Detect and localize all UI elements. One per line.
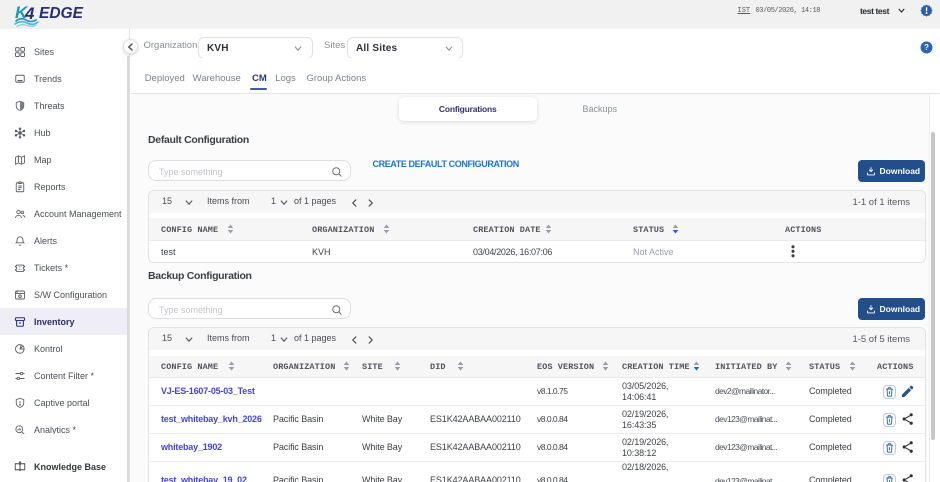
- svg-text:K: K: [15, 3, 29, 22]
- svg-text:EDGE: EDGE: [39, 5, 84, 22]
- svg-text:4: 4: [24, 4, 35, 23]
- svg-text:?: ?: [924, 43, 929, 52]
